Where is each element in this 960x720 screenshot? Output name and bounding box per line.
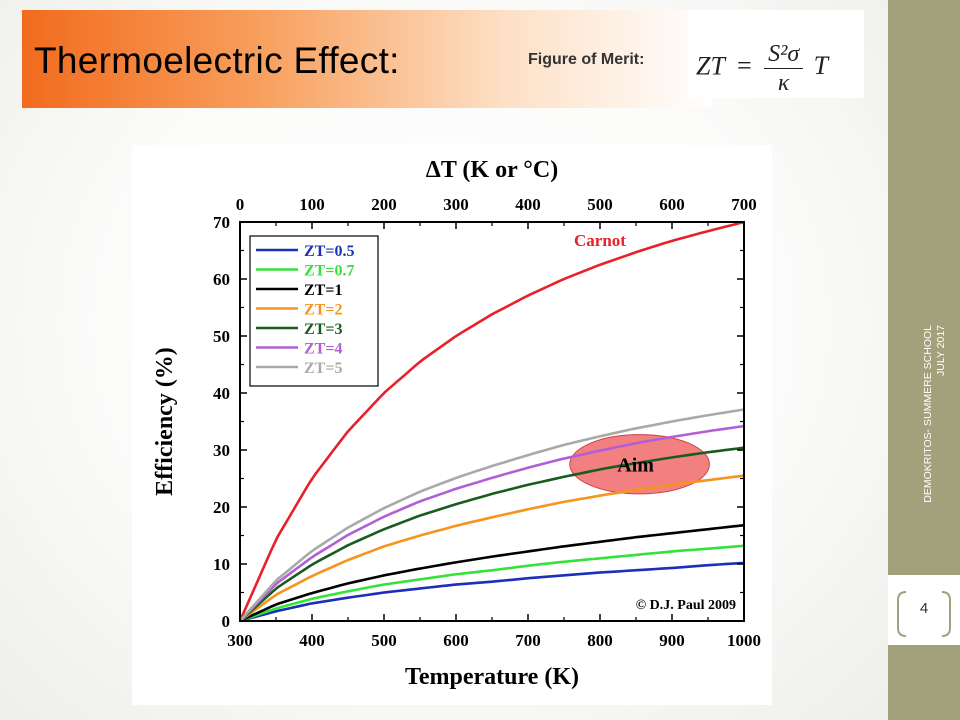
legend-box [249,235,379,387]
series-line-zt-0-5 [239,561,745,623]
series-line-zt-0-7 [239,544,745,623]
x-tick-label: 1000 [727,631,761,650]
footer-line-2: JULY 2017 [935,325,947,376]
formula-denominator: κ [777,70,790,96]
x-tick-label: 700 [515,631,541,650]
top-tick-label: 400 [515,195,541,214]
formula-lhs: ZT [696,51,725,81]
top-tick-label: 600 [659,195,685,214]
legend-label: ZT=4 [304,341,342,358]
x-tick-label: 300 [227,631,253,650]
y-tick-label: 60 [213,270,230,289]
efficiency-chart: 3000400100500200600300700400800500900600… [132,145,772,705]
aim-label: Aim [617,454,654,476]
formula-box [688,10,864,98]
x-tick-label: 400 [299,631,325,650]
series-line-carnot [238,220,745,622]
sidebar-lower [888,645,960,720]
legend-label: ZT=0.7 [304,263,354,280]
x-tick-label: 800 [587,631,613,650]
top-tick-label: 100 [299,195,325,214]
series-line-zt-5 [239,408,745,622]
y-tick-label: 10 [213,555,230,574]
y-axis-label: Efficiency (%) [152,347,178,496]
x-tick-label: 600 [443,631,469,650]
x-axis-label: Temperature (K) [405,664,579,690]
series-line-zt-1 [239,523,745,623]
formula-tail: T [813,51,829,81]
legend-label: ZT=0.5 [304,243,354,260]
footer-text: DEMOKRITOS- SUMMERE SCHOOL JULY 2017 [922,325,948,555]
page-number: 4 [919,600,929,617]
legend-label: ZT=2 [304,302,342,319]
formula-numerator: S²σ [764,40,804,69]
y-tick-label: 50 [213,327,230,346]
series-line-zt-4 [239,424,745,622]
x-tick-label: 900 [659,631,685,650]
formula-eq: = [736,51,752,81]
page-number-frame [897,591,951,637]
x-tick-label: 500 [371,631,397,650]
series-line-zt-3 [239,446,745,622]
y-tick-label: 20 [213,498,230,517]
carnot-label: Carnot [574,231,626,250]
y-tick-label: 40 [213,384,230,403]
series-line-zt-2 [239,474,745,623]
top-tick-label: 700 [731,195,757,214]
y-tick-label: 30 [213,441,230,460]
title-bar [22,10,712,108]
top-tick-label: 500 [587,195,613,214]
top-tick-label: 300 [443,195,469,214]
legend-label: ZT=5 [304,360,342,377]
top-axis-label: ΔT (K or °C) [426,157,558,183]
top-tick-label: 0 [236,195,245,214]
figure-of-merit-formula: ZT = S²σ κ T [696,40,828,97]
top-tick-label: 200 [371,195,397,214]
slide-title: Thermoelectric Effect: [34,40,400,81]
credit-label: © D.J. Paul 2009 [636,598,736,613]
y-tick-label: 70 [213,213,230,232]
chart-background [132,145,772,705]
figure-of-merit-label: Figure of Merit: [528,51,645,68]
legend-label: ZT=1 [304,282,342,299]
footer-line-1: DEMOKRITOS- SUMMERE SCHOOL [922,325,934,503]
y-tick-label: 0 [222,612,231,631]
legend-label: ZT=3 [304,321,342,338]
